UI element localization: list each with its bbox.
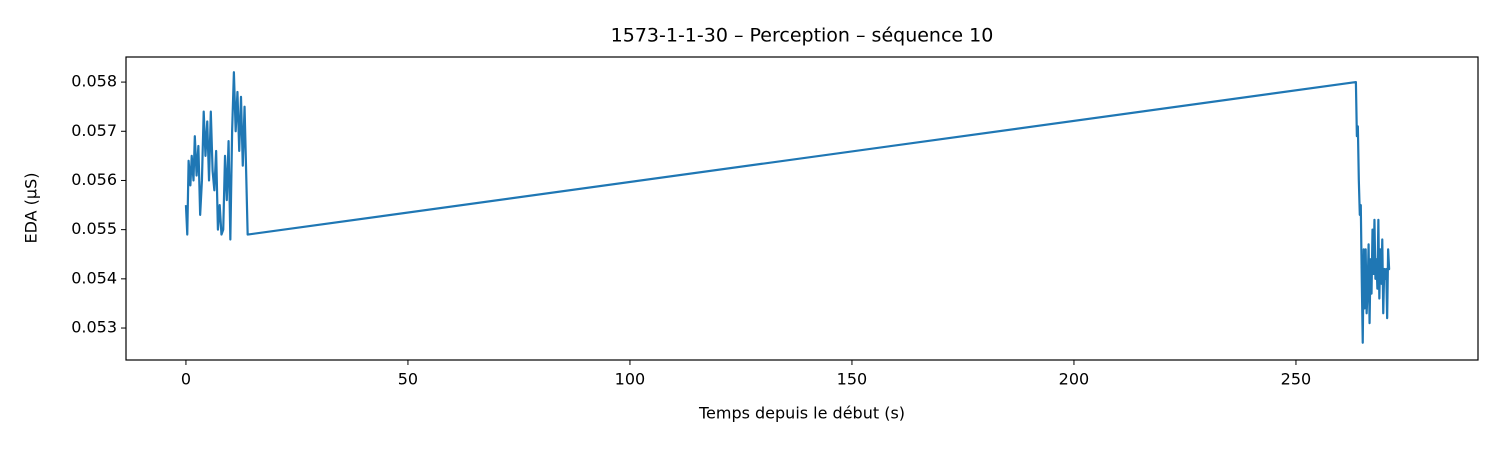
x-tick-label: 100: [615, 370, 646, 389]
x-tick-label: 200: [1059, 370, 1090, 389]
plot-frame: [125, 56, 1479, 361]
y-axis-label: EDA (µS): [22, 173, 41, 244]
y-tick-label: 0.058: [71, 72, 117, 91]
x-tick-label: 0: [181, 370, 191, 389]
chart-title: 1573-1-1-30 – Perception – séquence 10: [611, 25, 994, 47]
x-tick-label: 150: [837, 370, 868, 389]
y-tick-label: 0.057: [71, 121, 117, 140]
y-tick-label: 0.055: [71, 219, 117, 238]
y-tick-label: 0.056: [71, 170, 117, 189]
line-series: [184, 71, 1391, 344]
y-tick-label: 0.054: [71, 268, 117, 287]
x-axis-label: Temps depuis le début (s): [698, 404, 905, 423]
x-tick-label: 250: [1281, 370, 1312, 389]
y-tick-label: 0.053: [71, 318, 117, 337]
x-tick-label: 50: [398, 370, 418, 389]
